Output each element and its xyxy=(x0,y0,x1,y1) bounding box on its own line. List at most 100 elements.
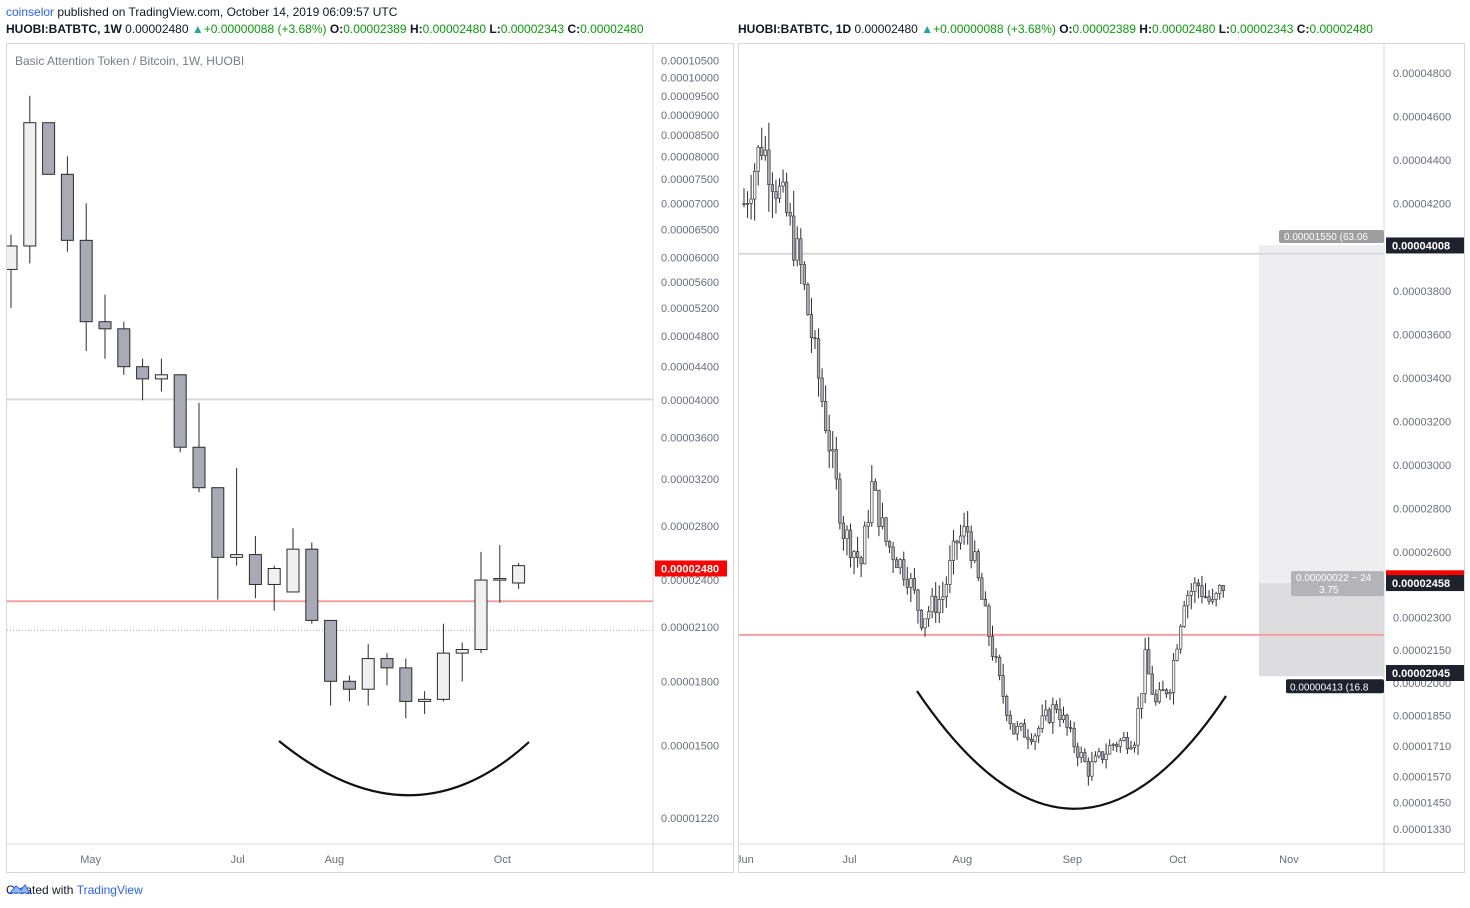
candle-body xyxy=(909,578,913,588)
candle-body xyxy=(955,540,959,544)
candle-body xyxy=(1033,735,1037,742)
candle-body xyxy=(912,578,917,591)
candle-body xyxy=(324,619,338,682)
candle-body xyxy=(944,584,948,598)
candle-body xyxy=(802,264,806,285)
candle-body xyxy=(824,401,828,431)
candle-body xyxy=(852,551,856,558)
candle-body xyxy=(1111,744,1115,746)
candle-body xyxy=(948,560,952,585)
y-tick-label: 0.00009500 xyxy=(661,91,719,103)
y-tick-label: 0.00010000 xyxy=(661,73,719,85)
price-tag-label: 0.00002480 xyxy=(661,563,719,575)
y-tick-label: 0.00004800 xyxy=(661,331,719,343)
x-tick-label: Aug xyxy=(325,854,345,866)
left-l-label: L: xyxy=(489,22,501,36)
right-price: 0.00002480 xyxy=(854,22,918,36)
y-tick-label: 0.00002800 xyxy=(1393,504,1451,516)
candle-body xyxy=(866,522,870,527)
y-tick-label: 0.00004800 xyxy=(1393,68,1451,80)
y-tick-label: 0.00005200 xyxy=(661,303,719,315)
x-tick-label: Aug xyxy=(953,854,973,866)
candle-body xyxy=(856,551,860,559)
candle-body xyxy=(305,548,319,621)
candle-body xyxy=(1157,689,1161,703)
candle-body xyxy=(895,559,899,569)
candle-body xyxy=(934,595,938,614)
candle-body xyxy=(286,548,300,593)
candle-body xyxy=(1161,689,1165,692)
price-tag-bg xyxy=(1386,237,1464,254)
target-zone xyxy=(1259,245,1384,584)
candle-body xyxy=(969,531,973,561)
y-tick-label: 0.00006500 xyxy=(661,224,719,236)
right-c-label: C: xyxy=(1296,22,1310,36)
candle-body xyxy=(1026,736,1030,740)
candle-body xyxy=(930,595,934,613)
y-tick-label: 0.00002300 xyxy=(1393,612,1451,624)
candle-body xyxy=(1058,708,1062,720)
candle-body xyxy=(1210,599,1215,602)
candle-body xyxy=(877,489,881,527)
candle-body xyxy=(891,546,895,561)
right-h-label: H: xyxy=(1139,22,1152,36)
author-link[interactable]: coinselor xyxy=(6,5,55,19)
candle-body xyxy=(455,649,469,654)
candle-body xyxy=(937,599,941,614)
candle-body xyxy=(211,487,225,558)
weekly-chart[interactable]: 0.00010500 0.00010000 0.00009500 0.00009000… xyxy=(7,44,733,872)
left-c-label: C: xyxy=(567,22,581,36)
ratio-label: 3.75 xyxy=(1319,585,1339,596)
candle-body xyxy=(983,599,988,607)
candle-body xyxy=(1001,675,1005,697)
candle-body xyxy=(1051,704,1055,723)
right-legend: HUOBI:BATBTC, 1D 0.00002480 ▲+0.00000088… xyxy=(738,22,1373,36)
candle-body xyxy=(1196,582,1201,587)
candle-body xyxy=(1005,696,1009,716)
y-tick-label: 0.00004200 xyxy=(1393,199,1451,211)
left-price: 0.00002480 xyxy=(125,22,189,36)
candle-body xyxy=(1221,585,1225,591)
candle-body xyxy=(1154,693,1158,703)
candle-body xyxy=(880,517,885,527)
candle-body xyxy=(887,541,892,548)
candle-body xyxy=(60,173,74,241)
y-tick-label: 0.00002600 xyxy=(1393,547,1451,559)
y-tick-label: 0.00007000 xyxy=(661,198,719,210)
daily-chart[interactable]: 0.00004800 0.00004600 0.00004400 0.00004200… xyxy=(739,44,1464,872)
candle-body xyxy=(1093,755,1098,763)
right-l-label: L: xyxy=(1218,22,1231,36)
candle-body xyxy=(493,578,507,581)
candle-body xyxy=(923,618,927,629)
candle-body xyxy=(1218,585,1222,594)
candle-body xyxy=(859,557,863,565)
candle-body xyxy=(1200,585,1204,598)
candle-body xyxy=(136,366,150,380)
candle-body xyxy=(845,529,849,540)
candle-body xyxy=(1100,751,1105,760)
candle-body xyxy=(976,551,980,579)
mid-label-bg xyxy=(1291,571,1384,597)
y-tick-label: 0.00008000 xyxy=(661,151,719,163)
price-tag-bg xyxy=(655,560,727,577)
candle-body xyxy=(267,567,281,585)
candle-body xyxy=(1083,752,1087,762)
candle-body xyxy=(1019,723,1023,727)
daily-chart-panel[interactable]: 0.00004800 0.00004600 0.00004400 0.00004200… xyxy=(738,43,1465,873)
left-legend: HUOBI:BATBTC, 1W 0.00002480 ▲+0.00000088… xyxy=(6,22,644,36)
left-l: 0.00002343 xyxy=(500,22,565,36)
candle-body xyxy=(827,430,831,452)
weekly-chart-panel[interactable]: 0.00010500 0.00010000 0.00009500 0.00009000… xyxy=(6,43,734,873)
candle-body xyxy=(749,198,753,204)
left-symbol: HUOBI:BATBTC, 1W xyxy=(6,22,122,36)
candle-body xyxy=(742,203,746,205)
candle-body xyxy=(1015,726,1019,735)
candle-body xyxy=(1061,714,1066,720)
x-tick-label: Jul xyxy=(843,854,857,866)
tradingview-brand-link[interactable]: TradingView xyxy=(76,883,143,897)
candle-body xyxy=(951,540,956,561)
candle-body xyxy=(927,611,931,620)
y-tick-label: 0.00004400 xyxy=(1393,155,1451,167)
candle-body xyxy=(788,212,792,217)
candle-body xyxy=(1079,752,1083,758)
